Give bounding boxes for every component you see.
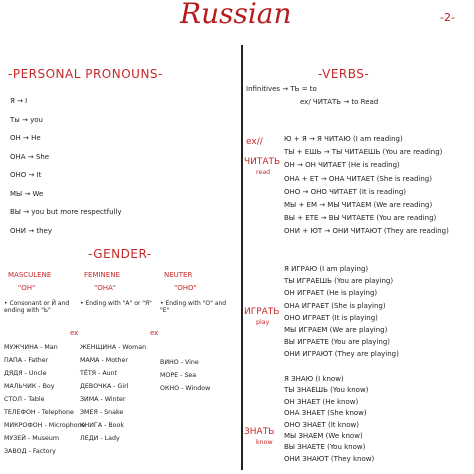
gender-rule: • Consonant or Й and ending with "Ь" xyxy=(4,300,70,315)
verb-form: ОН ИГРАЕТ (He is playing) xyxy=(284,289,378,298)
divider xyxy=(241,45,243,470)
section-heading: -VERBS- xyxy=(318,67,370,81)
verb-form: МЫ + ЕМ → МЫ ЧИТАЕМ (We are reading) xyxy=(284,201,433,209)
gender-rule: • Ending with "О" and "Е" xyxy=(160,300,227,315)
gender-rule: • Ending with "А" or "Я" xyxy=(80,300,152,307)
page-number: -2- xyxy=(440,11,455,24)
pronoun: Ты → you xyxy=(10,115,43,124)
pronoun: ОНА → She xyxy=(10,152,50,161)
gender-example: МУЗЕЙ - Museum xyxy=(4,435,59,442)
gender-example: МУЖЧИНА - Man xyxy=(4,344,58,351)
verb-form: ОНИ ЗНАЮТ (They know) xyxy=(284,454,375,463)
verb-form: ОН ЗНАЕТ (He know) xyxy=(284,397,359,406)
section-heading: -PERSONAL PRONOUNS- xyxy=(8,67,163,81)
verb-form: МЫ ЗНАЕМ (We know) xyxy=(284,432,363,440)
verb-form: ОНА ИГРАЕТ (She is playing) xyxy=(284,301,386,310)
verb-meaning: know xyxy=(256,439,273,446)
gender-name: NEUTER xyxy=(164,271,193,279)
gender-example: СТОЛ - Table xyxy=(4,396,45,403)
pronoun: Я → I xyxy=(10,97,28,105)
verb-form: Я ИГРАЮ (I am playing) xyxy=(284,265,369,273)
gender-example: ТЕЛЕФОН - Telephone xyxy=(4,409,74,416)
verb-meaning: play xyxy=(256,319,270,326)
gender-example: МАЛЬЧИК - Boy xyxy=(4,383,55,390)
gender-example: ПАПА - Father xyxy=(4,357,49,364)
verb-form: ВЫ + ЕТЕ → ВЫ ЧИТАЕТЕ (You are reading) xyxy=(284,214,437,223)
example-marker: ex// xyxy=(246,137,263,147)
pronoun: ОН → He xyxy=(10,134,41,142)
gender-example: ТЁТЯ - Aunt xyxy=(80,370,118,377)
verb-form: ОНИ + ЮТ → ОНИ ЧИТАЮТ (They are reading) xyxy=(284,227,449,236)
gender-example: ЖЕНЩИНА - Woman xyxy=(80,344,147,351)
verb-form: Я ЗНАЮ (I know) xyxy=(284,375,344,383)
gender-example: ЗИМА - Winter xyxy=(80,396,126,403)
gender-example: ВИНО - Vine xyxy=(160,359,199,366)
verb-meaning: read xyxy=(256,169,271,176)
gender-pronoun: "ОНА" xyxy=(94,284,117,292)
verb-form: ОНО ИГРАЕТ (It is playing) xyxy=(284,313,378,322)
verb-form: ОНО → ОНО ЧИТАЕТ (It is reading) xyxy=(284,187,407,196)
title: Russian xyxy=(180,0,292,30)
gender-example: МОРЕ - Sea xyxy=(160,372,197,379)
verb-form: ТЫ ИГРАЕШЬ (You are playing) xyxy=(284,277,394,286)
pronoun: ОНИ → they xyxy=(10,226,52,235)
verb-form: ВЫ ИГРАЕТЕ (You are playing) xyxy=(284,338,391,347)
gender-pronoun: "ОНО" xyxy=(174,284,197,292)
gender-example: ОКНО - Window xyxy=(160,385,211,392)
verb-form: ОНА + ЕТ → ОНА ЧИТАЕТ (She is reading) xyxy=(284,174,432,183)
verb-form: ВЫ ЗНАЕТЕ (You know) xyxy=(284,443,366,452)
pronoun: ОНО → It xyxy=(10,171,42,179)
verb-form: ОН → ОН ЧИТАЕТ (He is reading) xyxy=(284,161,400,170)
gender-example: ДЯДЯ - Uncle xyxy=(4,370,47,377)
verb: ИГРАТЬ xyxy=(244,307,280,317)
verb-form: ОНО ЗНАЕТ (It know) xyxy=(284,420,359,429)
gender-name: MASCULENE xyxy=(8,271,52,279)
gender-pronoun: "ОН" xyxy=(18,284,36,292)
verb-form: МЫ ИГРАЕМ (We are playing) xyxy=(284,326,388,334)
gender-example: КНИГА - Book xyxy=(80,422,125,429)
verb-form: ОНИ ИГРАЮТ (They are playing) xyxy=(284,350,399,359)
verb-form: ОНА ЗНАЕТ (She know) xyxy=(284,409,367,418)
verb-form: ТЫ + ЕШЬ → ТЫ ЧИТАЕШЬ (You are reading) xyxy=(284,148,443,157)
gender-example: ДЕВОЧКА - Girl xyxy=(80,383,129,390)
example-label: ex xyxy=(70,329,79,337)
pronoun: МЫ → We xyxy=(10,189,44,198)
gender-example: МИКРОФОН - Microphone xyxy=(4,422,86,429)
example-label: ex xyxy=(150,329,159,337)
verb: ЧИТАТЬ xyxy=(244,157,281,167)
infinitive-note: Infinitives → ТЬ = to xyxy=(246,85,317,93)
infinitive-example: ex/ ЧИТАТЬ → to Read xyxy=(300,98,379,106)
gender-example: ЛЕДИ - Lady xyxy=(80,435,120,442)
gender-example: МАМА - Mother xyxy=(80,357,128,364)
section-heading: -GENDER- xyxy=(88,247,152,261)
gender-name: FEMINENE xyxy=(84,271,120,279)
gender-example: ЗАВОД - Factory xyxy=(4,448,56,455)
gender-example: ЗМЕЯ - Snake xyxy=(80,409,124,416)
verb: ЗНАТЬ xyxy=(244,427,275,437)
verb-form: ТЫ ЗНАЕШЬ (You know) xyxy=(284,386,369,395)
pronoun: ВЫ → you but more respectfully xyxy=(10,208,122,216)
verb-form: Ю + Я → Я ЧИТАЮ (I am reading) xyxy=(284,135,403,143)
